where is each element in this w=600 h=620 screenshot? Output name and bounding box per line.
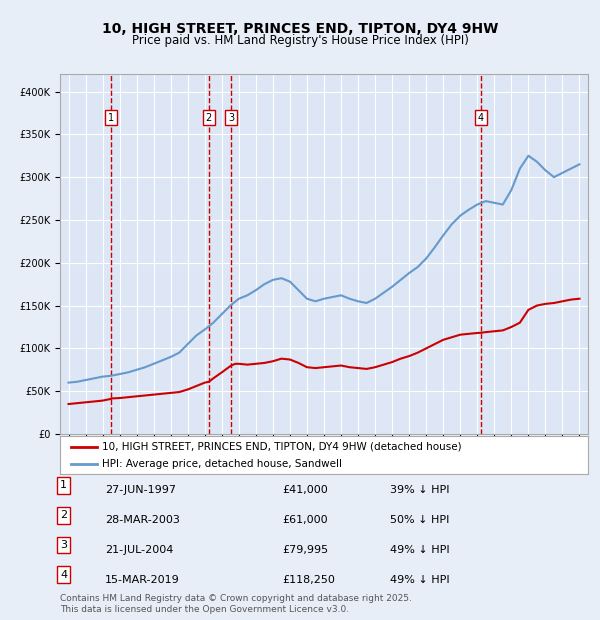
Text: Contains HM Land Registry data © Crown copyright and database right 2025.
This d: Contains HM Land Registry data © Crown c…	[60, 595, 412, 614]
Text: 4: 4	[478, 113, 484, 123]
Text: 2: 2	[60, 510, 67, 520]
Text: 27-JUN-1997: 27-JUN-1997	[105, 485, 176, 495]
Text: 10, HIGH STREET, PRINCES END, TIPTON, DY4 9HW (detached house): 10, HIGH STREET, PRINCES END, TIPTON, DY…	[102, 441, 462, 451]
Text: £61,000: £61,000	[282, 515, 328, 525]
Text: 2: 2	[206, 113, 212, 123]
Text: 21-JUL-2004: 21-JUL-2004	[105, 545, 173, 555]
Text: 1: 1	[108, 113, 114, 123]
Text: 4: 4	[60, 570, 67, 580]
Text: Price paid vs. HM Land Registry's House Price Index (HPI): Price paid vs. HM Land Registry's House …	[131, 34, 469, 47]
Text: 1: 1	[60, 480, 67, 490]
Text: £118,250: £118,250	[282, 575, 335, 585]
Text: 50% ↓ HPI: 50% ↓ HPI	[390, 515, 449, 525]
Text: 3: 3	[60, 540, 67, 550]
Text: 15-MAR-2019: 15-MAR-2019	[105, 575, 180, 585]
Text: 39% ↓ HPI: 39% ↓ HPI	[390, 485, 449, 495]
Text: 10, HIGH STREET, PRINCES END, TIPTON, DY4 9HW: 10, HIGH STREET, PRINCES END, TIPTON, DY…	[102, 22, 498, 36]
Text: HPI: Average price, detached house, Sandwell: HPI: Average price, detached house, Sand…	[102, 459, 342, 469]
Text: £41,000: £41,000	[282, 485, 328, 495]
Text: £79,995: £79,995	[282, 545, 328, 555]
Text: 49% ↓ HPI: 49% ↓ HPI	[390, 545, 449, 555]
Text: 49% ↓ HPI: 49% ↓ HPI	[390, 575, 449, 585]
Text: 3: 3	[228, 113, 234, 123]
Text: 28-MAR-2003: 28-MAR-2003	[105, 515, 180, 525]
